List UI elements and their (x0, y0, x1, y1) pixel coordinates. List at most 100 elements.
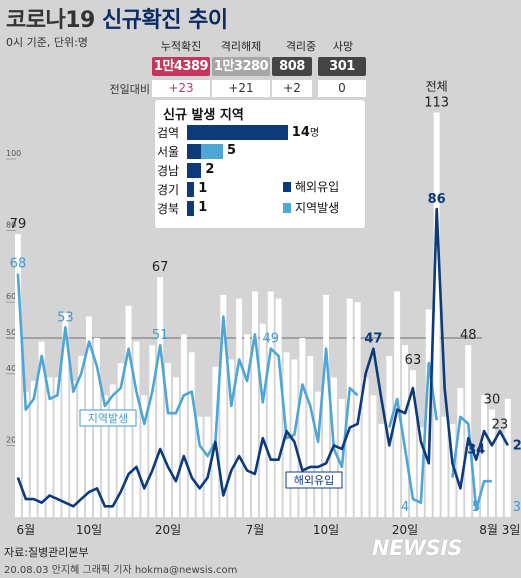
total-bar (165, 363, 171, 517)
total-bar (489, 409, 495, 517)
region-value: 5 (227, 143, 236, 158)
total-bar (157, 277, 164, 517)
total-bar (244, 334, 250, 517)
total-bar (38, 341, 45, 517)
total-bar (315, 391, 322, 517)
region-bar-imported (187, 144, 202, 159)
total-bar (417, 427, 424, 517)
region-name: 경기 (157, 183, 180, 197)
header-isolated: 격리중 (285, 40, 317, 53)
data-label: 20 (513, 438, 521, 453)
region-value: 1 (198, 200, 207, 215)
daily-change-label: 전일대비 (109, 83, 150, 96)
credit-line: 20.08.03 안지혜 그래픽 기자 hokma@newsis.com (4, 565, 238, 576)
x-tick-label: 6월 (17, 523, 36, 537)
total-bar (204, 416, 211, 517)
total-bar (173, 377, 179, 517)
local-label-box (79, 409, 137, 427)
data-label: 68 (10, 257, 27, 272)
x-tick-label: 8월 3일 (479, 523, 520, 537)
region-value-unit: 명 (309, 128, 320, 139)
total-bar (252, 291, 258, 517)
data-label: 23 (492, 418, 509, 433)
total-bar (196, 416, 203, 517)
total-bar (323, 295, 329, 517)
legend-local: 지역발생 (283, 199, 339, 216)
total-bar (188, 352, 195, 517)
total-isolated: 808 (272, 57, 312, 76)
legend-local-label: 지역발생 (295, 201, 340, 215)
total-bar (22, 391, 29, 517)
imported-label-box (285, 471, 343, 489)
imported-series-label: 해외유입 (285, 471, 343, 489)
total-bar (101, 395, 108, 517)
total-bar (386, 355, 393, 517)
region-bar-imported (187, 182, 195, 197)
y-tick-label: 50 (6, 328, 16, 337)
total-bar (457, 388, 464, 517)
data-label: 67 (152, 260, 169, 275)
data-label: 79 (10, 217, 27, 232)
total-bar (441, 416, 448, 517)
region-name: 경북 (157, 202, 180, 216)
total-bar (259, 323, 266, 517)
total-bar (62, 312, 69, 517)
total-bar (78, 355, 85, 517)
local-label-text: 지역발생 (88, 412, 128, 425)
region-value: 14명 (292, 124, 319, 140)
header-released: 격리해제 (220, 40, 262, 53)
data-label: 5 (472, 500, 480, 515)
total-bar (46, 377, 53, 517)
total-bar (473, 452, 480, 517)
total-bar (370, 395, 377, 517)
region-bar-imported (187, 201, 195, 216)
total-bar (236, 298, 243, 517)
header-confirmed: 누적확진 (160, 40, 202, 53)
total-bar (496, 434, 503, 517)
x-tick-label: 20일 (392, 523, 418, 537)
data-label: 47 (364, 332, 382, 347)
total-bar (267, 291, 274, 517)
total-bar (291, 359, 298, 517)
total-bar (504, 398, 511, 517)
total-bar (180, 334, 187, 517)
title-part1: 코로나19 (6, 8, 95, 33)
total-deaths: 301 (318, 57, 366, 76)
newsis-logo: NEWSIS (372, 536, 463, 560)
total-bar (402, 345, 408, 517)
data-label: 4 (401, 500, 409, 515)
total-bar (299, 338, 306, 517)
y-tick-label: 80 (6, 221, 16, 230)
region-value-number: 1 (198, 200, 208, 215)
total-bar (362, 377, 369, 517)
total-bar (94, 338, 100, 517)
region-name: 서울 (157, 145, 180, 159)
total-bar (15, 234, 21, 517)
data-label: 34 (467, 443, 485, 458)
y-tick-label: 20 (6, 435, 16, 444)
region-inset: 신규 발생 지역 검역 14명 서울 5 경남 2 경기 1 경북 1 해외유입 지역발생 (155, 100, 365, 228)
total-bar (346, 298, 353, 517)
legend-imported: 해외유입 (283, 178, 339, 195)
total-bar (425, 309, 432, 517)
data-label: 51 (152, 328, 169, 343)
data-label: 86 (428, 192, 446, 207)
data-label: 49 (262, 332, 279, 347)
page-title: 코로나19 신규확진 추이 (6, 2, 228, 34)
total-bar (109, 384, 116, 517)
title-part2: 신규확진 추이 (102, 8, 228, 33)
data-label: 30 (484, 393, 501, 408)
total-released: 1만3280 (212, 57, 270, 76)
region-name: 경남 (157, 164, 180, 178)
total-bar (228, 359, 235, 517)
region-name: 검역 (157, 126, 180, 140)
total-bar (275, 298, 282, 517)
total-bar (141, 395, 148, 517)
region-value-number: 5 (227, 143, 237, 158)
x-tick-label: 10일 (313, 523, 339, 537)
data-label: 53 (57, 310, 74, 325)
legend-imported-swatch (283, 182, 291, 192)
data-label: 63 (405, 353, 422, 368)
legend-local-swatch (283, 203, 291, 213)
